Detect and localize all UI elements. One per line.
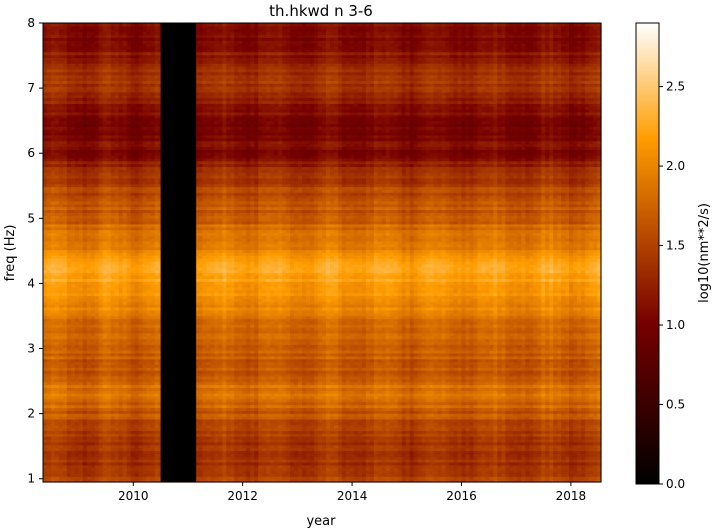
heatmap-cell (55, 23, 60, 26)
heatmap-cell (107, 23, 112, 26)
heatmap-cell (75, 23, 80, 26)
heatmap-cell (151, 23, 156, 26)
heatmap-cell (51, 23, 56, 26)
heatmap-cell (115, 23, 120, 26)
heatmap-cell (83, 23, 88, 26)
heatmap-cell (143, 23, 148, 26)
heatmap-cell (95, 23, 100, 26)
heatmap-cell (155, 23, 160, 26)
heatmap-cell (123, 23, 128, 26)
heatmap-cell (111, 23, 116, 26)
heatmap-cell (99, 23, 104, 26)
heatmap-cell (43, 23, 48, 26)
chart-title: th.hkwd n 3-6 (269, 2, 373, 20)
heatmap-cell (67, 23, 72, 26)
heatmap-image (43, 23, 602, 483)
heatmap-cell (119, 23, 124, 26)
heatmap-cell (91, 23, 96, 26)
heatmap-cell (79, 23, 84, 26)
heatmap-cell (147, 23, 152, 26)
heatmap-cell (131, 23, 136, 26)
heatmap-cell (135, 23, 140, 26)
heatmap-cell (59, 23, 64, 26)
heatmap-cell (63, 23, 68, 26)
heatmap-cell (87, 23, 92, 26)
heatmap-cell (103, 23, 108, 26)
heatmap-cell (71, 23, 76, 26)
heatmap-cell (139, 23, 144, 26)
heatmap-cell (47, 23, 52, 26)
heatmap-cell (127, 23, 132, 26)
